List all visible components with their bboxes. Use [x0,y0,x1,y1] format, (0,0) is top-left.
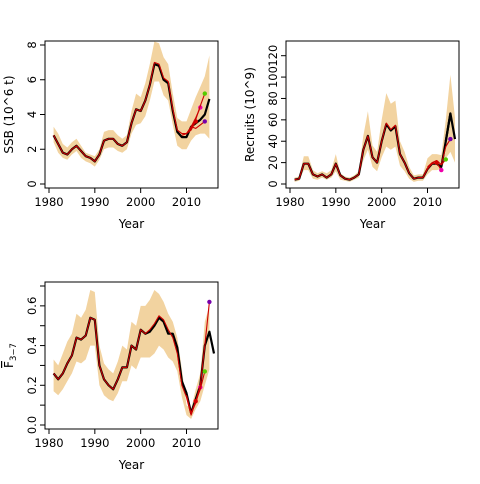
ssb-x-tick-label: 2000 [126,195,155,209]
fbar-x-tick-label: 1990 [80,436,109,450]
ssb-y-tick-label: 4 [25,111,39,118]
ssb-series-end-point-4 [202,119,207,124]
fbar-series-line-4 [195,301,210,402]
ssb-series-line-4 [190,120,206,129]
recruits-y-tick-label: 100 [266,66,280,88]
recruits-y-tick-label: 0 [266,180,280,187]
recruits-series-line-5 [444,112,457,142]
fbar-series-end-point-3 [202,369,207,374]
fbar-y-tick-label: 0.4 [25,336,39,354]
fbar-plot-frame [44,281,219,430]
recruits-y-tick-label: 40 [266,134,280,149]
fbar-x-tick-label: 1980 [34,436,63,450]
recruits-x-tick-label: 2010 [413,195,442,209]
recruits-plot-frame [285,40,460,189]
fbar-y-axis-label-main: F [2,361,16,368]
ssb-y-tick-label: 6 [25,76,39,83]
fbar-y-tick-label: 0.6 [25,297,39,315]
fbar-confidence-band [53,290,210,419]
ssb-series-end-point-3 [202,91,207,96]
ssb-x-tick-label: 1990 [80,195,109,209]
recruits-y-tick-label: 80 [266,91,280,106]
ssb-y-axis-label: SSB (10^6 t) [2,75,16,153]
recruits-x-tick-label: 1980 [275,195,304,209]
recruits-series-line-3 [427,159,447,168]
ssb-x-tick-label: 2010 [172,195,201,209]
recruits-y-tick-label: 120 [266,45,280,67]
fbar-x-tick-label: 2010 [172,436,201,450]
fbar-x-tick-label: 2000 [126,436,155,450]
ssb-series-line-1 [53,61,197,162]
recruits-series-line-2 [422,162,442,178]
ssb-x-axis-label: Year [118,217,144,231]
recruits-series-line-1 [294,122,437,181]
fbar-series-line-3 [190,371,206,414]
fbar-y-axis-label: F3−7 [2,343,19,368]
recruits-x-axis-label: Year [359,217,385,231]
fbar-series-end-point-4 [207,299,212,305]
recruits-y-axis-label: Recruits (10^9) [243,67,257,162]
ssb-confidence-band [53,41,210,167]
recruits-series-end-point-4 [448,136,453,142]
recruits-series-end-point-2 [439,167,444,173]
recruits-series-end-point-3 [443,157,448,162]
recruits-y-tick-label: 60 [266,113,280,128]
ssb-panel: 1980 1990 2000 2010 0 2 4 6 8 Year SSB (10^6 t) [2,40,219,231]
recruits-x-tick-label: 1990 [321,195,350,209]
recruits-y-tick-label: 20 [266,155,280,170]
fbar-y-axis-label-subscript: 3−7 [9,343,19,361]
ssb-y-tick-label: 8 [25,41,39,48]
fbar-y-tick-label: 0.0 [25,416,39,434]
fbar-x-axis-label: Year [118,458,144,472]
ssb-series-line-3 [186,93,206,134]
recruits-x-tick-label: 2000 [367,195,396,209]
fbar-panel: 1980 1990 2000 2010 0.0 0.2 0.4 0.6 Year F3−7 [2,281,219,472]
ssb-x-tick-label: 1980 [34,195,63,209]
ssb-y-tick-label: 2 [25,146,39,153]
fbar-y-tick-label: 0.2 [25,376,39,394]
fbar-series-line-1 [53,315,197,416]
recruits-series-line-4 [440,138,451,165]
ssb-y-tick-label: 0 [25,180,39,187]
